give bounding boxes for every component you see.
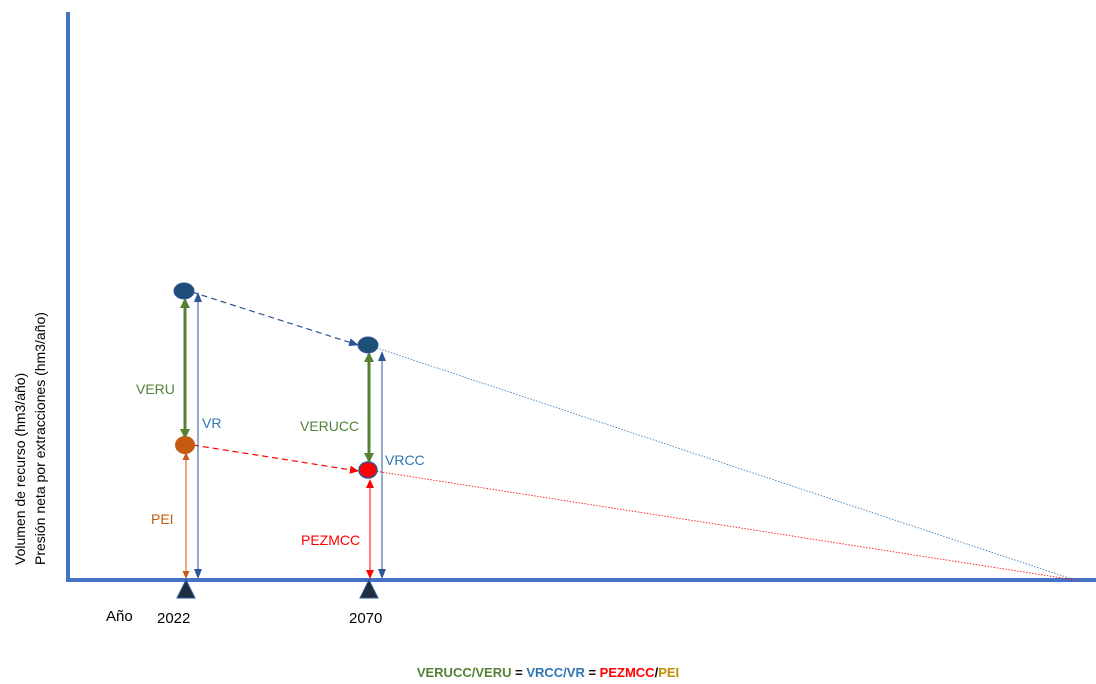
pressure-trend-line	[367, 469, 1076, 581]
resource-point-2022	[173, 282, 195, 300]
y-axis-label-1: Volumen de recurso (hm3/año)	[12, 373, 28, 565]
verucc-label: VERUCC	[300, 418, 359, 434]
veru-label: VERU	[136, 381, 175, 397]
year-label-2070: 2070	[349, 610, 382, 627]
pressure-point-2022	[175, 436, 195, 454]
pezmcc-label: PEZMCC	[301, 532, 360, 548]
y-axis-label-2: Presión neta por extracciones (hm3/año)	[32, 312, 48, 565]
resource-transition-arrow	[191, 291, 359, 347]
pressure-point-2070	[358, 461, 378, 479]
year-marker-2022	[176, 578, 196, 599]
vr-label: VR	[202, 415, 221, 431]
pressure-transition-arrow	[192, 444, 359, 474]
resource-trend-line	[367, 344, 1076, 581]
formula: VERUCC/VERU = VRCC/VR = PEZMCC/PEI	[417, 665, 679, 680]
resource-point-2070	[357, 336, 379, 354]
pei-label: PEI	[151, 511, 174, 527]
x-axis-label: Año	[106, 608, 133, 625]
vrcc-label: VRCC	[385, 452, 425, 468]
year-marker-2070	[359, 578, 379, 599]
year-label-2022: 2022	[157, 610, 190, 627]
